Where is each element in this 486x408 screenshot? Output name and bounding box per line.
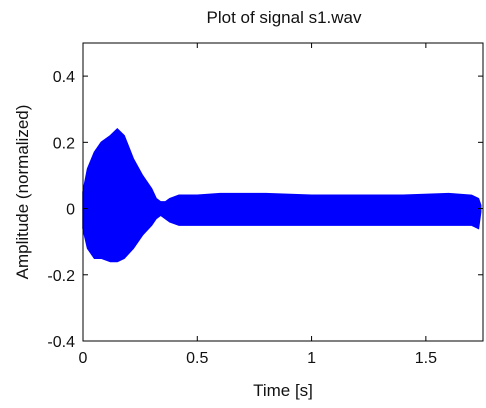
- x-tick-label: 0.5: [186, 350, 208, 367]
- x-axis-label: Time [s]: [253, 381, 313, 400]
- y-tick-label: 0: [66, 202, 75, 219]
- y-tick-label: -0.2: [47, 268, 75, 285]
- y-tick-label: 0.2: [53, 135, 75, 152]
- y-tick-label: -0.4: [47, 334, 75, 351]
- x-tick-label: 1: [307, 350, 316, 367]
- y-axis-label: Amplitude (normalized): [13, 105, 32, 280]
- x-tick-label: 0: [79, 350, 88, 367]
- chart-title: Plot of signal s1.wav: [207, 8, 362, 27]
- y-tick-label: 0.4: [53, 69, 75, 86]
- x-tick-label: 1.5: [415, 350, 437, 367]
